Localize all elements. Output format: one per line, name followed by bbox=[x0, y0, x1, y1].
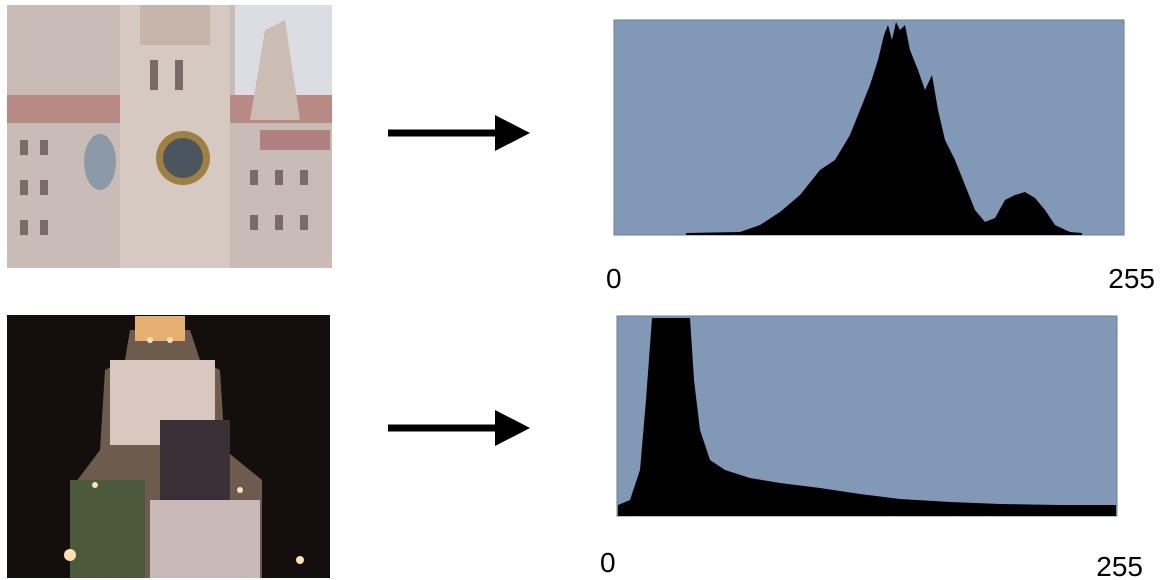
axis-max-label: 255 bbox=[1108, 263, 1155, 294]
axis-min-label: 0 bbox=[600, 547, 616, 578]
day-photo bbox=[7, 5, 332, 268]
axis-max-label: 255 bbox=[1096, 551, 1143, 580]
arrow-heads bbox=[495, 115, 530, 446]
figure: 0 255 0 255 bbox=[0, 0, 1165, 580]
histogram-bottom bbox=[617, 316, 1117, 516]
night-photo bbox=[7, 315, 330, 578]
histogram-top bbox=[614, 20, 1124, 235]
axis-min-label: 0 bbox=[606, 263, 622, 294]
